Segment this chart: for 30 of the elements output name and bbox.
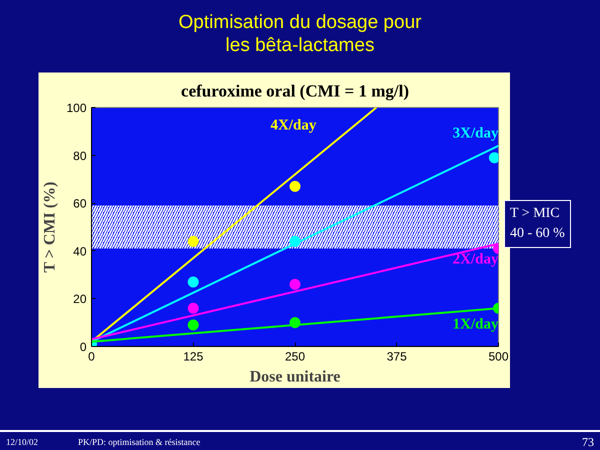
series-label: 2X/day <box>452 252 499 268</box>
point <box>488 152 498 164</box>
y-axis-title: T > CMI (%) <box>41 182 58 273</box>
point <box>188 320 199 330</box>
point <box>188 302 199 314</box>
y-tick-label: 100 <box>66 101 87 115</box>
y-tick-label: 80 <box>73 148 87 163</box>
chart-title: Optimisation du dosage pour les bêta-lactames <box>178 12 422 58</box>
text: PK/PD: optimisation & résistance <box>78 436 200 449</box>
point <box>290 278 300 290</box>
text: 73 <box>582 434 594 450</box>
y-tick-label: 20 <box>73 292 87 306</box>
text: 4X/day <box>270 118 317 134</box>
point <box>188 236 199 247</box>
chart-subtitle: cefuroxime oral (CMI = 1 mg/l) <box>181 82 409 100</box>
y-tick-label: 60 <box>73 196 87 211</box>
band-label: T > MIC 40 - 60 % <box>504 200 571 248</box>
x-axis-title: Dose unitaire <box>250 368 340 386</box>
point <box>188 276 199 288</box>
x-tick-label: 0 <box>88 350 96 364</box>
text: 12/10/02 <box>6 436 38 449</box>
point <box>290 180 300 192</box>
x-tick-label: 250 <box>284 350 306 364</box>
y-tick-label: 40 <box>73 244 87 258</box>
series-label: 1X/day <box>452 316 499 332</box>
x-tick-label: 375 <box>386 350 408 364</box>
series-label: 3X/day <box>452 126 499 142</box>
y-tick-label: 0 <box>80 340 87 354</box>
x-tick-label: 125 <box>183 350 204 364</box>
x-tick-label: 500 <box>488 350 509 364</box>
